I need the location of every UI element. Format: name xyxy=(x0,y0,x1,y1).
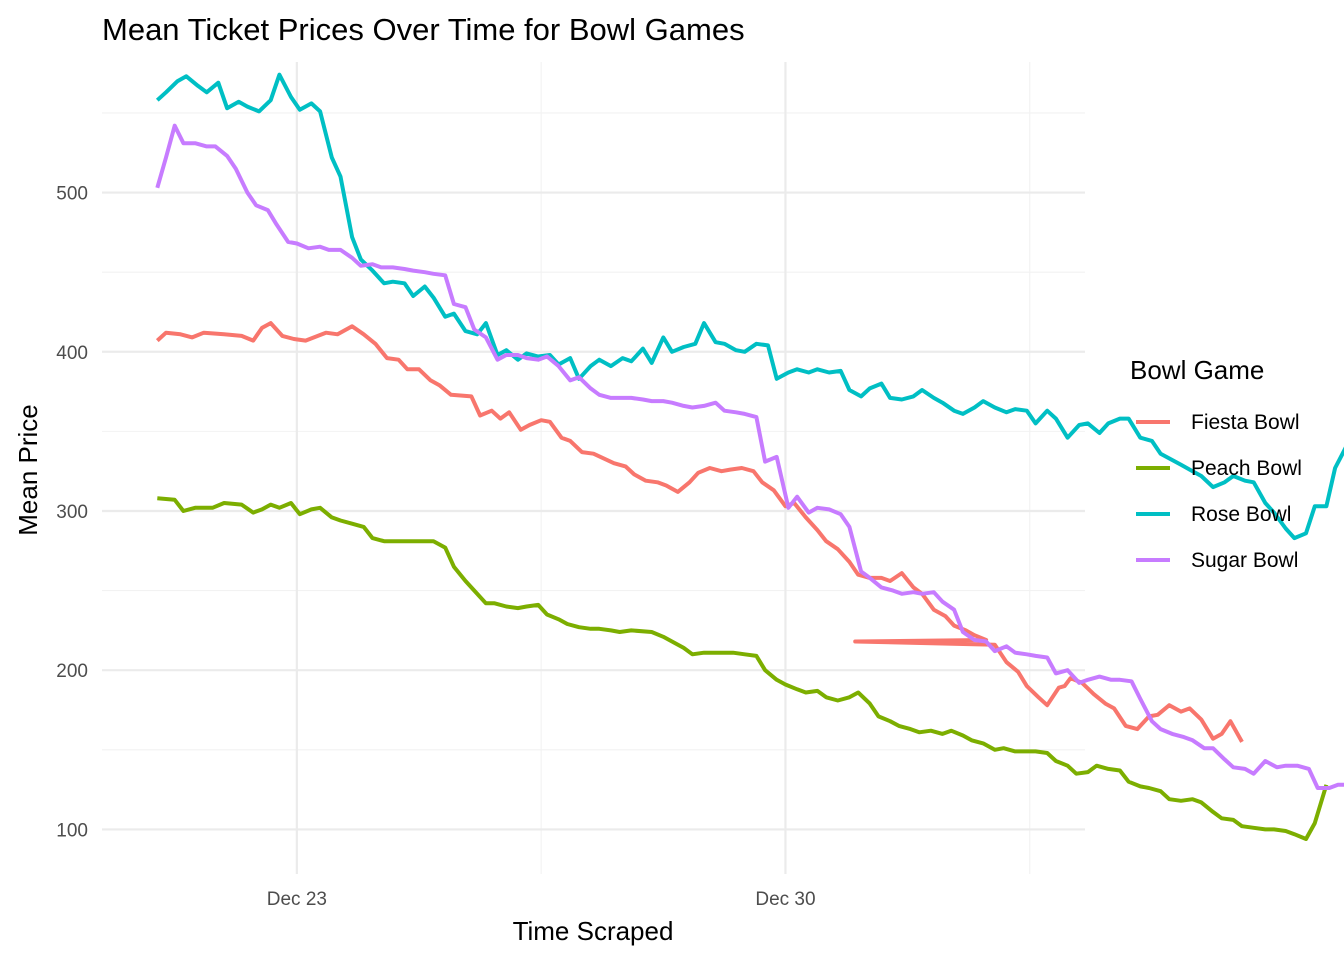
y-tick-label: 300 xyxy=(56,502,88,523)
x-axis-title: Time Scraped xyxy=(513,916,674,946)
legend-items: Fiesta Bowl Peach Bowl Rose Bowl Sugar Bowl xyxy=(1136,411,1302,572)
minor-gridlines xyxy=(102,62,1085,874)
y-tick-label: 100 xyxy=(56,820,88,841)
y-axis-title: Mean Price xyxy=(13,404,43,536)
chart-title: Mean Ticket Prices Over Time for Bowl Ga… xyxy=(102,12,745,47)
series-lines xyxy=(155,72,1344,841)
legend-label-peach-bowl: Peach Bowl xyxy=(1191,457,1302,480)
legend-title: Bowl Game xyxy=(1130,355,1264,385)
x-tick-label: Dec 23 xyxy=(267,889,327,910)
major-gridlines xyxy=(102,62,1085,874)
series-line-sugar-bowl xyxy=(155,123,1344,790)
x-axis-tick-labels: Dec 23 Dec 30 xyxy=(267,889,816,910)
x-tick-label: Dec 30 xyxy=(755,889,815,910)
y-tick-label: 200 xyxy=(56,661,88,682)
legend-label-fiesta-bowl: Fiesta Bowl xyxy=(1191,411,1300,434)
series-line-rose-bowl xyxy=(155,72,1344,541)
legend-label-sugar-bowl: Sugar Bowl xyxy=(1191,549,1298,572)
y-axis-tick-labels: 100 200 300 400 500 xyxy=(56,184,88,842)
y-tick-label: 400 xyxy=(56,343,88,364)
legend: Bowl Game Fiesta Bowl Peach Bowl Rose Bowl… xyxy=(1130,355,1302,572)
series-line-peach-bowl xyxy=(157,496,1329,841)
legend-label-rose-bowl: Rose Bowl xyxy=(1191,503,1291,526)
y-tick-label: 500 xyxy=(56,184,88,205)
series-line-fiesta-bowl xyxy=(155,321,1244,743)
